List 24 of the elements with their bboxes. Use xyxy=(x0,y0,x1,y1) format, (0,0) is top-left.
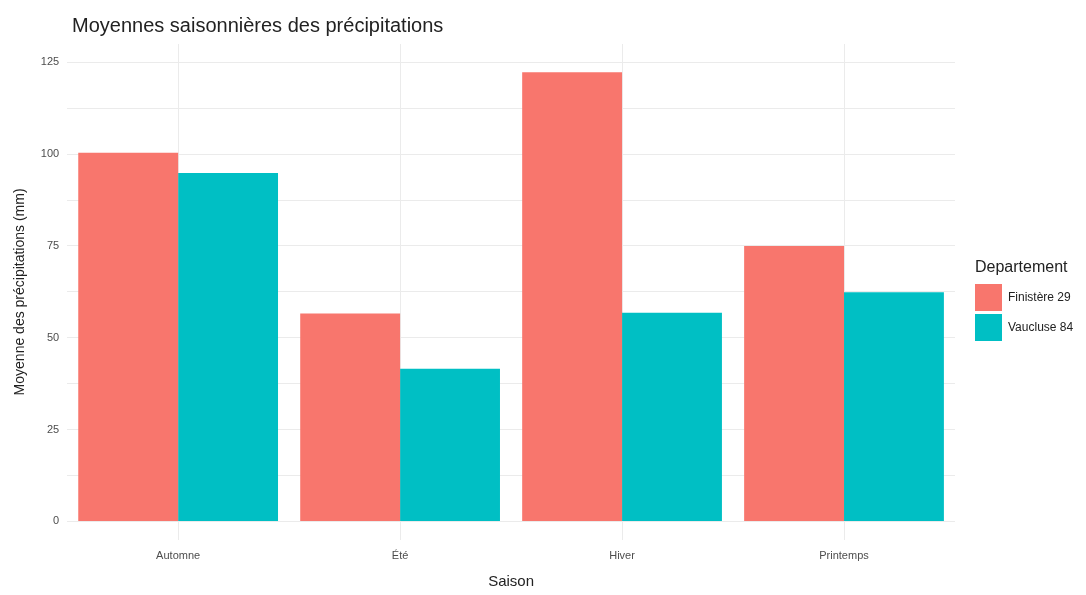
legend-label: Finistère 29 xyxy=(1008,290,1071,304)
x-tick-label: Hiver xyxy=(609,549,636,562)
x-tick-label: Été xyxy=(391,549,409,562)
y-tick-label: 125 xyxy=(40,55,60,68)
y-axis-title: Moyenne des précipitations (mm) xyxy=(11,188,28,396)
bar xyxy=(78,152,179,521)
y-tick-label: 100 xyxy=(40,147,60,160)
x-axis-title: Saison xyxy=(488,572,535,590)
bar xyxy=(622,312,722,521)
y-tick-label: 50 xyxy=(46,330,60,343)
bar xyxy=(844,292,944,521)
legend-label: Vaucluse 84 xyxy=(1008,320,1074,334)
chart-title: Moyennes saisonnières des précipitations xyxy=(72,14,444,37)
bar xyxy=(400,368,500,521)
x-tick-label: Automne xyxy=(156,549,201,562)
y-tick-label: 75 xyxy=(46,239,60,252)
y-tick-label: 0 xyxy=(53,514,60,527)
bar xyxy=(744,245,845,521)
legend-title: Departement xyxy=(975,258,1069,276)
y-tick-label: 25 xyxy=(46,422,60,435)
x-tick-label: Printemps xyxy=(819,549,870,562)
bar xyxy=(178,172,279,521)
bar xyxy=(300,313,401,521)
bar xyxy=(522,72,623,521)
